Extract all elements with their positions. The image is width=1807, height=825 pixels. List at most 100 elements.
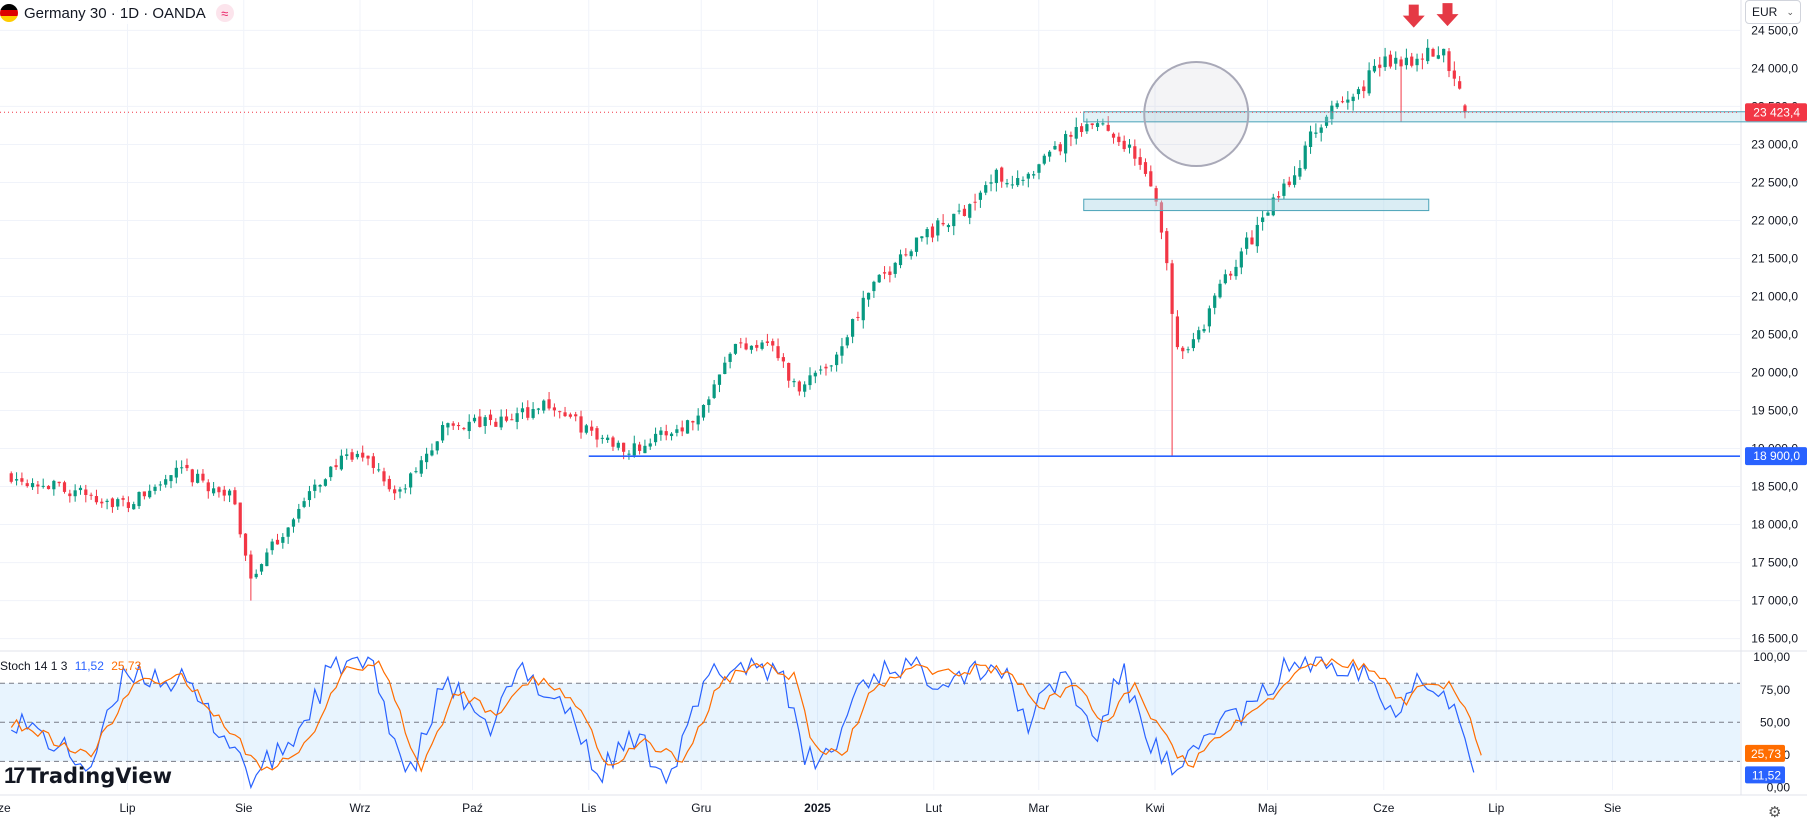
candle-body xyxy=(1314,132,1318,134)
time-tick-label: Wrz xyxy=(349,801,370,815)
wave-icon[interactable]: ≈ xyxy=(215,4,234,22)
candle-body xyxy=(1271,197,1275,216)
candle xyxy=(1010,175,1014,189)
candle xyxy=(819,365,823,375)
candle xyxy=(691,420,695,431)
candle-body xyxy=(137,491,141,507)
stoch-tick-label: 75,00 xyxy=(1760,683,1790,697)
candle xyxy=(1202,324,1206,334)
candle xyxy=(281,533,285,549)
candle xyxy=(1442,48,1446,63)
stoch-legend[interactable]: Stoch 14 1 3 11,52 25,73 xyxy=(0,659,141,673)
candle xyxy=(600,434,604,444)
candle-body xyxy=(659,430,663,435)
candle xyxy=(100,498,104,508)
symbol-title[interactable]: Germany 30 · 1D · OANDA xyxy=(24,5,206,22)
candle xyxy=(861,290,865,329)
candle xyxy=(488,409,493,426)
candle-body xyxy=(1133,146,1137,159)
candle-body xyxy=(611,437,615,447)
candle-body xyxy=(281,537,285,543)
candle xyxy=(1410,52,1414,68)
candle-body xyxy=(243,533,248,556)
candle xyxy=(1399,56,1403,122)
candle-body xyxy=(451,423,455,426)
candle xyxy=(1064,130,1068,163)
candle xyxy=(14,472,19,486)
candle-body xyxy=(1282,183,1286,196)
candle-body xyxy=(116,499,120,507)
candle xyxy=(606,434,610,443)
candle-body xyxy=(978,192,982,200)
candle-body xyxy=(755,344,759,348)
candle xyxy=(52,479,56,496)
candle-body xyxy=(622,442,626,452)
gear-icon[interactable]: ⚙ xyxy=(1768,804,1782,821)
candle-body xyxy=(797,381,801,392)
price-tick-label: 24 500,0 xyxy=(1751,23,1798,37)
candle xyxy=(760,339,764,351)
candle-body xyxy=(962,208,967,216)
candle-body xyxy=(302,501,306,507)
candle-body xyxy=(36,484,40,487)
candle xyxy=(1159,200,1164,240)
candle xyxy=(9,471,13,484)
candle-body xyxy=(1149,171,1153,187)
candle xyxy=(121,495,125,507)
candle-body xyxy=(62,482,67,492)
candle xyxy=(574,411,578,422)
tradingview-watermark[interactable]: 17 TradingView xyxy=(4,763,172,789)
candle xyxy=(462,427,466,431)
candle xyxy=(350,448,354,462)
time-tick-label: Paź xyxy=(462,801,483,815)
candle-body xyxy=(158,484,162,486)
candle-body xyxy=(377,469,381,471)
candle-body xyxy=(749,345,754,350)
candle-body xyxy=(297,508,301,519)
candle-body xyxy=(1106,124,1110,131)
candle-body xyxy=(616,442,620,448)
candle xyxy=(73,484,77,502)
candle xyxy=(1420,53,1424,70)
candle xyxy=(1106,116,1110,132)
candle xyxy=(1319,124,1323,142)
currency-label: EUR xyxy=(1752,5,1778,19)
candle xyxy=(1245,232,1249,255)
candle-body xyxy=(733,343,738,354)
candle xyxy=(153,484,157,495)
candle-body xyxy=(361,452,365,458)
current-price-badge xyxy=(1745,103,1807,122)
candle-body xyxy=(510,419,514,421)
candle-body xyxy=(946,225,951,228)
candle-body xyxy=(1069,134,1073,137)
price-tick-label: 22 000,0 xyxy=(1751,213,1798,227)
candle-body xyxy=(888,271,892,276)
candle xyxy=(653,427,658,446)
candle-body xyxy=(180,467,184,469)
candle xyxy=(749,345,754,354)
candle-body xyxy=(989,182,993,184)
candle xyxy=(425,447,429,470)
candle xyxy=(898,249,903,269)
candle-body xyxy=(648,443,652,447)
candle-body xyxy=(440,425,445,441)
candle xyxy=(238,502,242,538)
candle-body xyxy=(1319,127,1323,133)
candle xyxy=(1351,93,1355,111)
candle-body xyxy=(190,469,194,483)
candle-body xyxy=(1394,57,1398,64)
candle xyxy=(866,292,871,307)
candle-body xyxy=(1442,48,1446,56)
candle xyxy=(265,548,269,567)
currency-button[interactable]: EUR ⌄ xyxy=(1745,0,1801,24)
candle-body xyxy=(1191,339,1195,349)
candle-body xyxy=(744,343,748,350)
candle xyxy=(669,432,674,441)
candle-body xyxy=(217,487,221,493)
candle-body xyxy=(973,201,977,203)
candle xyxy=(1191,332,1195,352)
candle-body xyxy=(1351,96,1355,102)
candle-body xyxy=(259,564,264,572)
candle-body xyxy=(1138,157,1142,165)
